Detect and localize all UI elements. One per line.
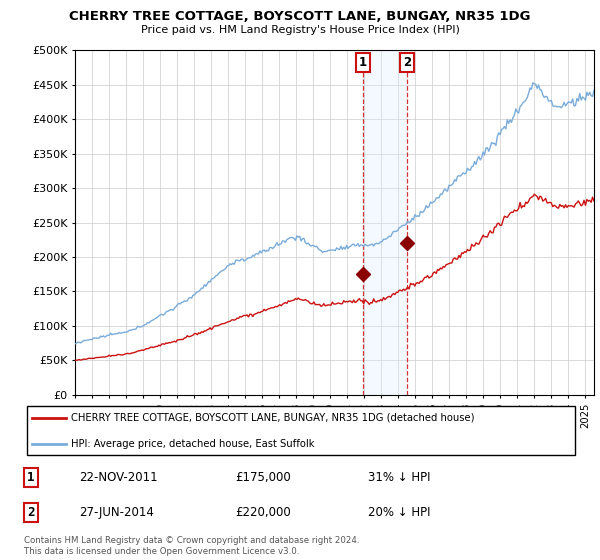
Text: 22-NOV-2011: 22-NOV-2011 [79,471,158,484]
Text: 1: 1 [27,471,34,484]
Text: CHERRY TREE COTTAGE, BOYSCOTT LANE, BUNGAY, NR35 1DG (detached house): CHERRY TREE COTTAGE, BOYSCOTT LANE, BUNG… [71,413,475,423]
Text: 31% ↓ HPI: 31% ↓ HPI [368,471,431,484]
Text: 20% ↓ HPI: 20% ↓ HPI [368,506,431,519]
Text: 2: 2 [403,55,411,68]
Text: 2: 2 [27,506,34,519]
Text: Contains HM Land Registry data © Crown copyright and database right 2024.
This d: Contains HM Land Registry data © Crown c… [24,536,359,556]
Text: HPI: Average price, detached house, East Suffolk: HPI: Average price, detached house, East… [71,438,314,449]
Text: £175,000: £175,000 [235,471,290,484]
FancyBboxPatch shape [27,407,575,455]
Text: 1: 1 [359,55,367,68]
Bar [362,50,407,395]
Text: £220,000: £220,000 [235,506,290,519]
Text: 27-JUN-2014: 27-JUN-2014 [79,506,154,519]
Text: Price paid vs. HM Land Registry's House Price Index (HPI): Price paid vs. HM Land Registry's House … [140,25,460,35]
Text: CHERRY TREE COTTAGE, BOYSCOTT LANE, BUNGAY, NR35 1DG: CHERRY TREE COTTAGE, BOYSCOTT LANE, BUNG… [69,10,531,23]
